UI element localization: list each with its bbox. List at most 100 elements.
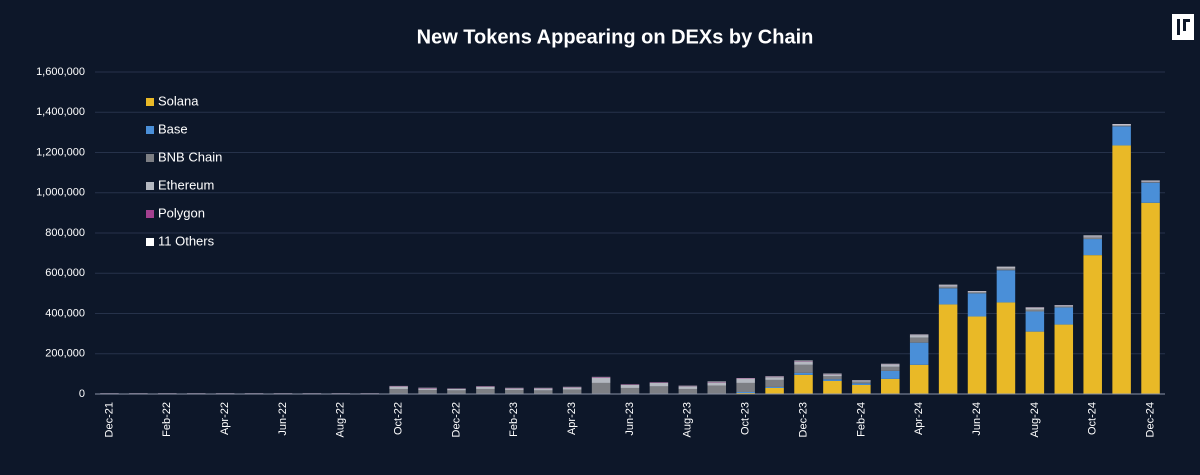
bar-segment: [996, 266, 1016, 268]
x-tick-label: Jun-24: [971, 402, 983, 436]
bar-segment: [967, 292, 987, 294]
y-tick-label: 600,000: [45, 267, 85, 279]
x-tick-label: Apr-23: [566, 402, 578, 435]
bar-segment: [678, 386, 698, 389]
bar-segment: [533, 388, 553, 391]
x-tick-label: Dec-23: [797, 402, 809, 437]
bar-segment: [1141, 181, 1160, 183]
bar-segment: [852, 380, 871, 382]
bar-segment: [823, 376, 842, 380]
legend-swatch: [146, 182, 154, 190]
bar-segment: [1141, 182, 1160, 203]
y-tick-label: 800,000: [45, 227, 85, 239]
bar-segment: [938, 284, 958, 286]
bar-segment: [620, 384, 640, 388]
bar-segment: [996, 302, 1016, 394]
bar-segment: [794, 364, 813, 373]
x-tick-label: Oct-24: [1087, 402, 1099, 435]
bar-segment: [1083, 239, 1102, 256]
x-tick-label: Aug-23: [682, 402, 694, 437]
bar-segment: [938, 286, 958, 289]
bar-segment: [1025, 307, 1045, 310]
bar-segment: [1112, 124, 1131, 126]
x-tick-label: Aug-24: [1029, 402, 1041, 437]
bar-segment: [649, 386, 669, 394]
bar-segment: [505, 388, 524, 390]
bar-segment: [967, 293, 987, 317]
x-tick-label: Aug-22: [335, 402, 347, 437]
x-tick-label: Feb-23: [508, 402, 520, 437]
bar-segment: [1083, 236, 1102, 238]
legend-label: Ethereum: [158, 177, 214, 192]
y-tick-label: 1,000,000: [36, 187, 85, 199]
bar-segment: [707, 385, 727, 394]
bar-segment: [1112, 125, 1131, 127]
y-tick-label: 1,600,000: [36, 66, 85, 78]
legend-swatch: [146, 154, 154, 162]
bar-segment: [794, 372, 813, 375]
bar-segment: [1054, 324, 1074, 394]
bar-segment: [765, 387, 784, 394]
legend-label: BNB Chain: [158, 149, 222, 164]
x-tick-label: Jun-22: [277, 402, 289, 436]
y-tick-label: 200,000: [45, 348, 85, 360]
bar-segment: [765, 386, 784, 388]
x-tick-label: Feb-24: [855, 402, 867, 437]
bar-segment: [418, 389, 437, 394]
x-tick-label: Apr-22: [219, 402, 231, 435]
bar-segment: [620, 387, 640, 394]
bar-segment: [533, 390, 553, 394]
y-tick-label: 1,200,000: [36, 146, 85, 158]
bar-segment: [852, 383, 871, 385]
bar-segment: [1054, 306, 1074, 308]
x-tick-label: Feb-22: [161, 402, 173, 437]
bar-segment: [1112, 124, 1131, 125]
y-tick-label: 400,000: [45, 307, 85, 319]
bar-segment: [505, 389, 524, 394]
bar-segment: [418, 388, 437, 390]
bar-segment: [707, 382, 727, 386]
bar-segment: [823, 380, 842, 394]
bar-segment: [562, 389, 582, 394]
legend-label: Solana: [158, 93, 199, 108]
bar-segment: [1083, 235, 1102, 237]
bar-segment: [476, 388, 495, 394]
bar-segment: [1141, 182, 1160, 183]
bar-segment: [852, 381, 871, 384]
bar-segment: [476, 386, 495, 389]
y-tick-label: 1,400,000: [36, 106, 85, 118]
bar-segment: [823, 374, 842, 377]
bar-segment: [1083, 237, 1102, 240]
bar-segment: [996, 267, 1016, 269]
bar-segment: [967, 316, 987, 394]
legend-swatch: [146, 210, 154, 218]
bar-segment: [794, 360, 813, 362]
x-tick-label: Oct-23: [740, 402, 752, 435]
bar-segment: [389, 386, 408, 389]
x-tick-label: Apr-24: [913, 402, 925, 435]
bar-segment: [1112, 145, 1131, 394]
bar-segment: [1054, 307, 1074, 325]
x-tick-label: Dec-22: [450, 402, 462, 437]
bar-segment: [447, 388, 466, 391]
legend-swatch: [146, 126, 154, 134]
bar-segment: [1112, 126, 1131, 146]
bar-segment: [938, 288, 958, 305]
x-tick-label: Jun-23: [624, 402, 636, 436]
bar-segment: [678, 388, 698, 394]
bar-segment: [967, 291, 987, 293]
bar-segment: [823, 379, 842, 381]
bar-segment: [909, 335, 929, 338]
bar-segment: [591, 377, 611, 378]
bar-segment: [938, 285, 958, 287]
bar-segment: [852, 384, 871, 394]
bar-segment: [1025, 309, 1045, 312]
bar-segment: [649, 382, 669, 387]
bar-segment: [881, 378, 900, 394]
bar-segment: [938, 304, 958, 394]
bar-segment: [794, 361, 813, 365]
bar-segment: [562, 387, 582, 390]
chart-title: New Tokens Appearing on DEXs by Chain: [417, 26, 814, 48]
bar-segment: [996, 268, 1016, 271]
